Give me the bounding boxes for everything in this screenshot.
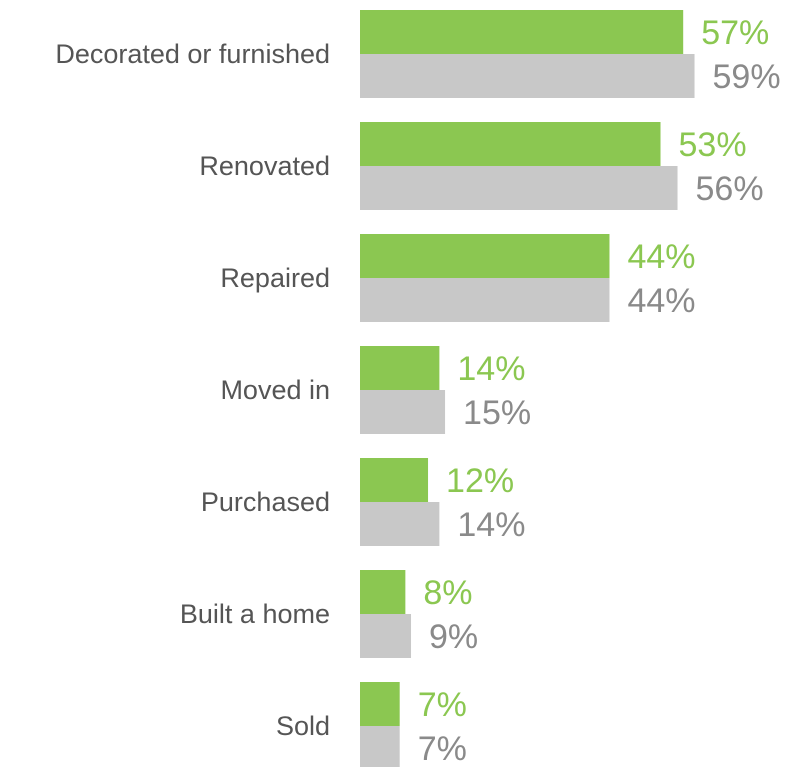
value-label: 44% (627, 282, 695, 320)
category-label: Renovated (199, 151, 330, 181)
value-label: 15% (463, 394, 531, 432)
value-label: 8% (423, 574, 472, 612)
bar (360, 726, 400, 767)
value-label: 7% (418, 686, 467, 724)
category-label: Moved in (220, 375, 330, 405)
category-label: Repaired (220, 263, 330, 293)
category-label: Sold (276, 711, 330, 741)
bar (360, 54, 695, 98)
bar (360, 346, 440, 390)
bar (360, 390, 446, 434)
bar (360, 166, 678, 210)
bar (360, 570, 406, 614)
value-label: 14% (457, 506, 525, 544)
category-label: Built a home (180, 599, 330, 629)
value-label: 14% (457, 350, 525, 388)
bar (360, 682, 400, 726)
category-label: Decorated or furnished (55, 39, 330, 69)
value-label: 9% (429, 618, 478, 656)
value-label: 44% (627, 238, 695, 276)
value-label: 7% (418, 730, 467, 767)
bar (360, 502, 440, 546)
value-label: 57% (701, 14, 769, 52)
bar (360, 458, 429, 502)
bar (360, 122, 661, 166)
bar (360, 10, 684, 54)
bar (360, 614, 412, 658)
value-label: 12% (446, 462, 514, 500)
value-label: 53% (679, 126, 747, 164)
value-label: 56% (696, 170, 764, 208)
value-label: 59% (713, 58, 781, 96)
category-label: Purchased (201, 487, 330, 517)
bar (360, 234, 610, 278)
bar (360, 278, 610, 322)
